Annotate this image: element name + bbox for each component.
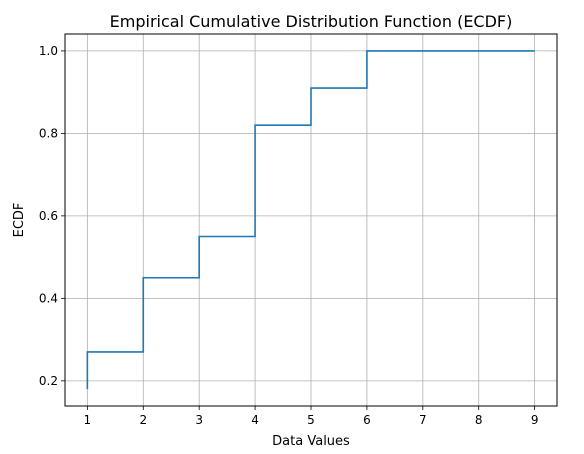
- x-tick-label: 6: [363, 413, 371, 427]
- x-tick-label: 8: [475, 413, 483, 427]
- x-tick-label: 7: [419, 413, 427, 427]
- x-tick-label: 5: [307, 413, 315, 427]
- chart-title: Empirical Cumulative Distribution Functi…: [110, 12, 513, 31]
- ecdf-step-line: [86, 50, 535, 390]
- y-tick-label: 0.4: [39, 291, 58, 305]
- x-tick-label: 3: [195, 413, 203, 427]
- y-tick-label: 0.2: [39, 374, 58, 388]
- y-tick-label: 0.6: [39, 209, 58, 223]
- grid: [65, 34, 557, 406]
- series-group: [86, 50, 535, 390]
- x-axis-label: Data Values: [272, 434, 350, 449]
- x-tick-label: 4: [251, 413, 259, 427]
- y-tick-label: 1.0: [39, 44, 58, 58]
- x-axis-ticks: 1 2 3 4 5 6 7 8 9: [84, 406, 539, 427]
- x-tick-label: 2: [139, 413, 147, 427]
- x-tick-label: 1: [84, 413, 92, 427]
- y-axis-ticks: 0.2 0.4 0.6 0.8 1.0: [39, 44, 65, 388]
- x-tick-label: 9: [531, 413, 539, 427]
- y-tick-label: 0.8: [39, 126, 58, 140]
- y-axis-label: ECDF: [12, 203, 27, 238]
